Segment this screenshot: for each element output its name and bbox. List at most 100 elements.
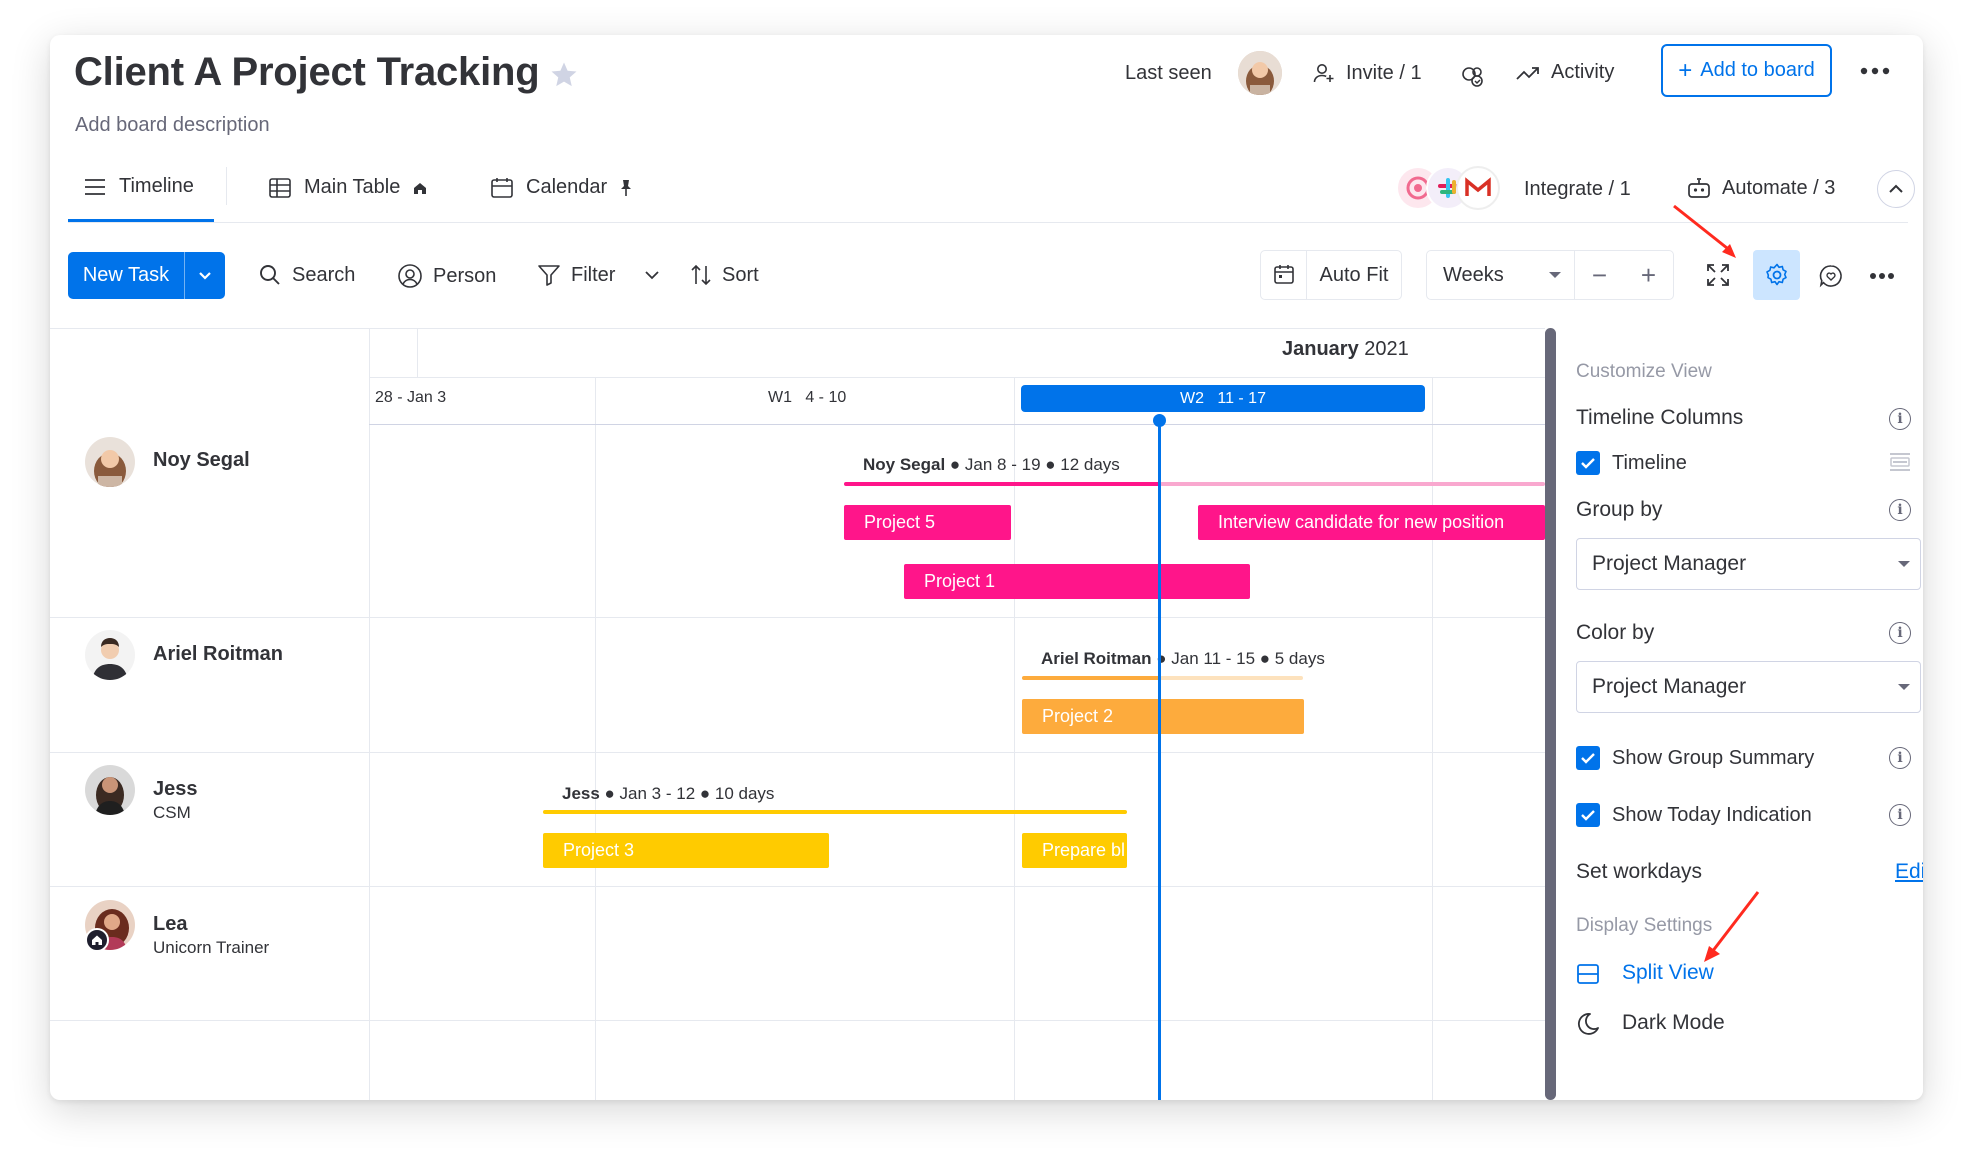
- feedback-button[interactable]: [1818, 263, 1844, 289]
- board-description[interactable]: Add board description: [75, 114, 270, 136]
- board-title[interactable]: Client A Project Tracking: [74, 50, 540, 94]
- timescale-divider: [1574, 251, 1575, 299]
- grid-divider-names: [369, 329, 370, 1100]
- split-view-option[interactable]: Split View: [1622, 961, 1714, 984]
- avatar[interactable]: [85, 630, 135, 680]
- zoom-in-button[interactable]: +: [1640, 259, 1657, 290]
- info-icon[interactable]: i: [1889, 622, 1911, 644]
- timeline-grid: [50, 328, 1545, 1100]
- section-customize-view: Customize View: [1576, 361, 1712, 382]
- gear-icon: [1765, 263, 1787, 286]
- group-summary-line: [543, 810, 1127, 814]
- integration-app-icons[interactable]: [1395, 165, 1500, 211]
- group-separator: [50, 1020, 1545, 1021]
- week-label: W1 4 - 10: [768, 389, 847, 406]
- calendar-icon: [1273, 265, 1294, 284]
- automate-button[interactable]: Automate / 3: [1686, 176, 1835, 200]
- activity-trend-icon: [1516, 66, 1539, 80]
- home-icon: [414, 182, 427, 194]
- search-label: Search: [292, 263, 356, 286]
- group-by-select[interactable]: Project Manager: [1576, 538, 1921, 590]
- timeline-icon: [85, 178, 105, 195]
- tab-main-table[interactable]: Main Table: [268, 176, 428, 199]
- info-icon[interactable]: i: [1889, 747, 1911, 769]
- group-separator: [50, 617, 1545, 618]
- expand-icon: [1707, 264, 1729, 286]
- show-today-checkbox[interactable]: [1576, 803, 1600, 827]
- group-by-label: Group by: [1576, 498, 1663, 521]
- customize-view-panel: Customize View Timeline Columns i Timeli…: [1556, 328, 1923, 1100]
- week-label: 28 - Jan 3: [375, 389, 447, 406]
- last-seen-avatar[interactable]: [1238, 51, 1282, 95]
- integrate-button[interactable]: Integrate / 1: [1524, 178, 1631, 200]
- plus-icon: +: [1678, 56, 1693, 84]
- new-task-label[interactable]: New Task: [82, 264, 170, 286]
- column-settings-icon[interactable]: [1888, 451, 1912, 473]
- group-summary: Ariel Roitman ● Jan 11 - 15 ● 5 days: [1041, 649, 1325, 669]
- timeline-menu-button[interactable]: [1869, 272, 1895, 280]
- color-by-select[interactable]: Project Manager: [1576, 661, 1921, 713]
- section-display-settings: Display Settings: [1576, 915, 1713, 936]
- avatar[interactable]: [85, 437, 135, 487]
- timescale-value: Weeks: [1443, 263, 1504, 286]
- timescale-select[interactable]: Weeks: [1427, 251, 1574, 299]
- group-summary-line: [1022, 676, 1160, 680]
- panel-resize-scrollbar[interactable]: [1545, 328, 1556, 1100]
- zoom-out-button[interactable]: −: [1591, 259, 1608, 290]
- grid-line: [1432, 377, 1433, 1100]
- settings-button[interactable]: [1753, 250, 1800, 300]
- new-task-button[interactable]: New Task: [68, 252, 225, 299]
- invite-button[interactable]: Invite / 1: [1312, 61, 1422, 85]
- fullscreen-button[interactable]: [1705, 262, 1731, 288]
- group-summary: Noy Segal ● Jan 8 - 19 ● 12 days: [863, 455, 1120, 475]
- add-to-board-button[interactable]: + Add to board: [1661, 44, 1832, 97]
- dark-mode-option[interactable]: Dark Mode: [1622, 1011, 1725, 1034]
- edit-workdays-link[interactable]: Edi: [1895, 860, 1923, 883]
- board-menu-button[interactable]: [1860, 67, 1890, 75]
- group-name[interactable]: Jess: [153, 778, 198, 800]
- auto-fit-label: Auto Fit: [1319, 263, 1389, 286]
- show-group-summary-checkbox[interactable]: [1576, 746, 1600, 770]
- group-name[interactable]: Lea: [153, 913, 188, 935]
- sort-button[interactable]: Sort: [690, 263, 759, 287]
- info-icon[interactable]: i: [1889, 499, 1911, 521]
- person-filter-button[interactable]: Person: [397, 263, 496, 289]
- sort-label: Sort: [722, 263, 759, 286]
- color-by-label: Color by: [1576, 621, 1655, 644]
- collapse-header-button[interactable]: [1877, 170, 1915, 208]
- tab-timeline[interactable]: Timeline: [83, 175, 194, 198]
- activity-button[interactable]: Activity: [1515, 61, 1614, 84]
- timeline-item-bar[interactable]: Project 5: [844, 505, 1011, 540]
- timeline-item-bar[interactable]: Prepare bl: [1022, 833, 1127, 868]
- timeline-checkbox[interactable]: [1576, 451, 1600, 475]
- today-indicator-dot: [1153, 414, 1166, 427]
- tab-calendar[interactable]: Calendar: [490, 176, 633, 199]
- set-workdays-label: Set workdays: [1576, 860, 1703, 883]
- star-icon[interactable]: [549, 60, 579, 90]
- avatar[interactable]: [85, 765, 135, 815]
- tab-timeline-label: Timeline: [119, 175, 194, 197]
- chat-heart-icon: [1819, 265, 1842, 288]
- grid-line: [369, 377, 1545, 378]
- summary-name: Jess: [562, 784, 600, 803]
- timeline-item-bar[interactable]: Project 3: [543, 833, 829, 868]
- add-to-board-label: Add to board: [1700, 59, 1815, 81]
- timeline-item-bar[interactable]: Project 2: [1022, 699, 1304, 734]
- timescale-control[interactable]: Weeks − +: [1426, 250, 1674, 300]
- group-name[interactable]: Ariel Roitman: [153, 643, 284, 665]
- filter-button[interactable]: Filter: [537, 263, 615, 287]
- integrations-app-icon[interactable]: [1460, 63, 1488, 89]
- info-icon[interactable]: i: [1889, 804, 1911, 826]
- auto-fit-button[interactable]: Auto Fit: [1260, 250, 1402, 300]
- search-button[interactable]: Search: [258, 263, 355, 287]
- timeline-item-bar[interactable]: Project 1: [904, 564, 1250, 599]
- group-name[interactable]: Noy Segal: [153, 449, 250, 471]
- annotation-arrow-split-view: [1696, 888, 1766, 968]
- automate-label: Automate / 3: [1722, 176, 1836, 199]
- chevron-down-icon: [199, 272, 211, 280]
- info-icon[interactable]: i: [1889, 408, 1911, 430]
- summary-details: ● Jan 3 - 12 ● 10 days: [599, 784, 775, 803]
- filter-dropdown[interactable]: [644, 270, 660, 280]
- new-task-dropdown[interactable]: [185, 252, 225, 299]
- timeline-item-bar[interactable]: Interview candidate for new position: [1198, 505, 1545, 540]
